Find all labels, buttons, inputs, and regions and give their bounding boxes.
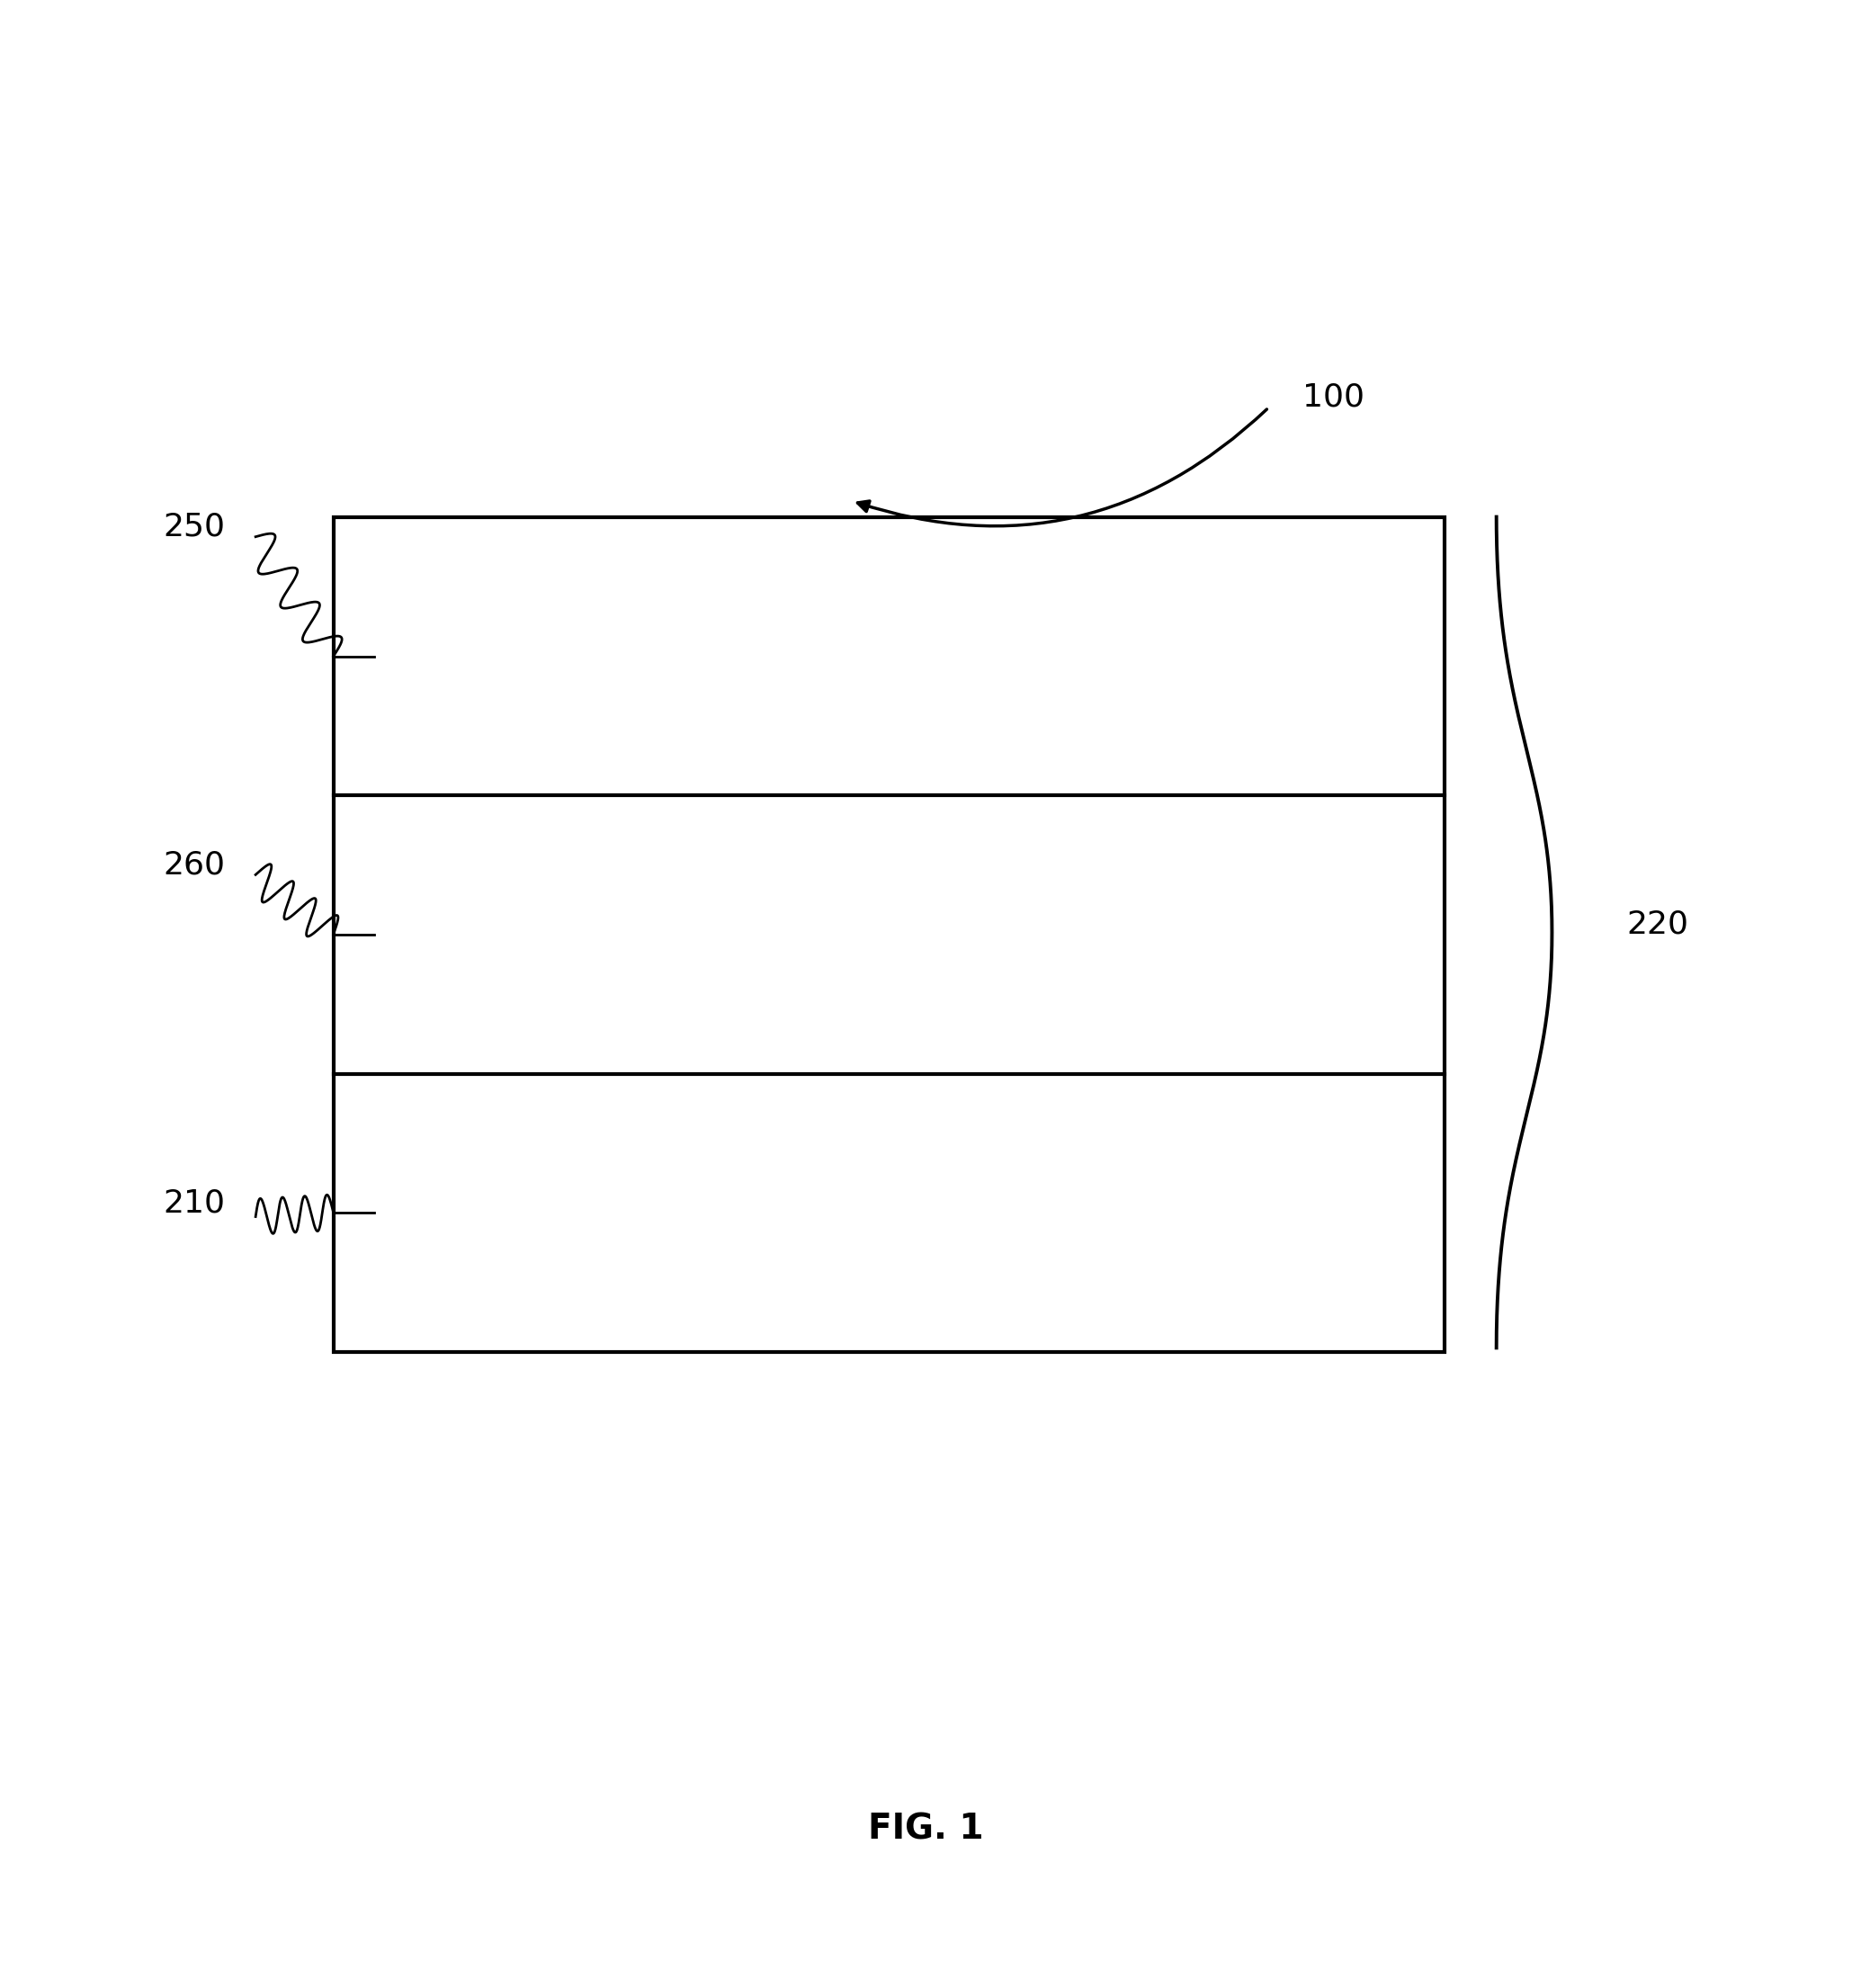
Bar: [333, 517, 1445, 1352]
Text: 260: 260: [163, 849, 226, 881]
Text: 250: 250: [163, 511, 226, 543]
Text: 210: 210: [163, 1187, 226, 1219]
Text: 100: 100: [1302, 382, 1365, 414]
Text: 220: 220: [1626, 909, 1689, 940]
Text: FIG. 1: FIG. 1: [869, 1811, 983, 1847]
